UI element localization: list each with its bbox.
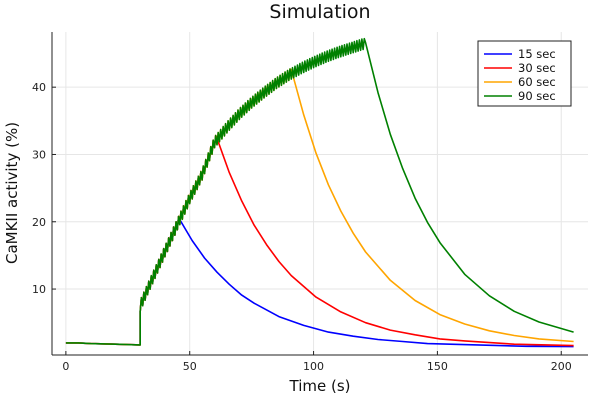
y-tick-label: 20 [32, 216, 46, 229]
legend-label: 60 sec [518, 75, 556, 89]
series-lines [65, 37, 574, 348]
series-line-30-sec [65, 134, 574, 347]
legend-box [477, 40, 572, 107]
legend-label: 90 sec [518, 89, 556, 103]
x-tick-label: 0 [62, 360, 69, 373]
series-line-90-sec [65, 37, 574, 346]
axes: 0 50 100 150 200 10 20 30 40 [32, 32, 588, 373]
y-tick-label: 40 [32, 81, 46, 94]
legend-label: 15 sec [518, 47, 556, 61]
x-tick-label: 50 [183, 360, 197, 373]
y-tick-label: 10 [32, 283, 46, 296]
legend-label: 30 sec [518, 61, 556, 75]
y-tick-label: 30 [32, 148, 46, 161]
chart-title: Simulation [269, 1, 370, 23]
series-line-15-sec [65, 215, 574, 348]
x-tick-label: 150 [427, 360, 448, 373]
x-axis-label: Time (s) [289, 377, 351, 395]
x-tick-label: 100 [303, 360, 324, 373]
x-tick-label: 200 [551, 360, 572, 373]
y-axis-label: CaMKII activity (%) [3, 122, 21, 264]
